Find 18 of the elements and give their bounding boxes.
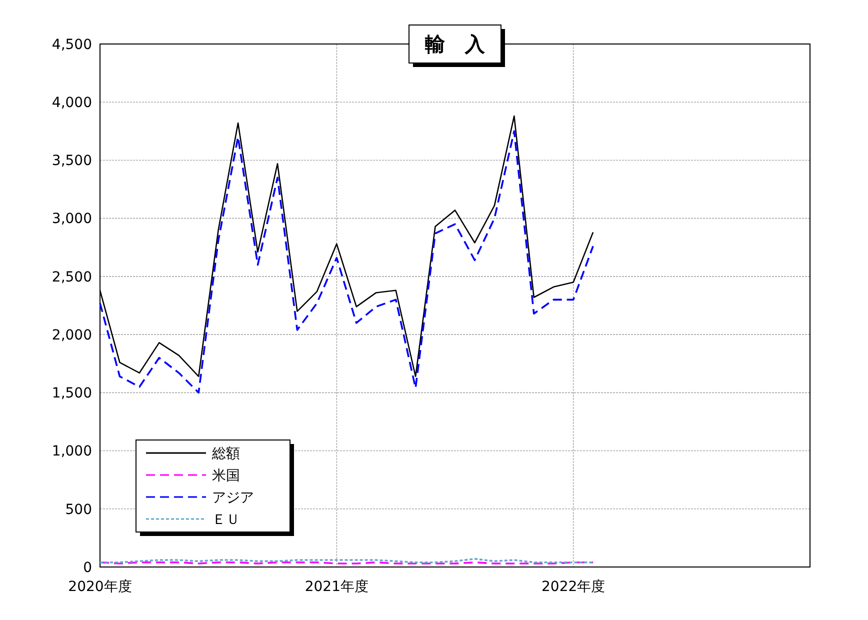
y-tick-label: 1,500	[52, 386, 92, 402]
y-tick-label: 4,500	[52, 36, 92, 53]
legend-label: 総額	[211, 446, 240, 462]
y-tick-label: 0	[83, 560, 92, 576]
y-tick-label: 2,000	[52, 327, 92, 344]
x-tick-label: 2020年度	[68, 579, 132, 595]
legend-label: 米国	[212, 468, 240, 484]
chart-title: 輸 入	[424, 32, 486, 56]
legend-label: ＥＵ	[212, 512, 240, 528]
y-tick-label: 3,000	[52, 211, 92, 228]
y-tick-label: 500	[65, 502, 92, 518]
y-tick-label: 1,000	[52, 444, 92, 460]
y-tick-label: 4,000	[52, 95, 92, 112]
x-tick-label: 2022年度	[542, 579, 606, 595]
legend-label: アジア	[212, 490, 254, 506]
y-tick-label: 2,500	[52, 269, 92, 286]
x-tick-label: 2021年度	[304, 579, 368, 595]
y-tick-label: 3,500	[52, 153, 92, 170]
